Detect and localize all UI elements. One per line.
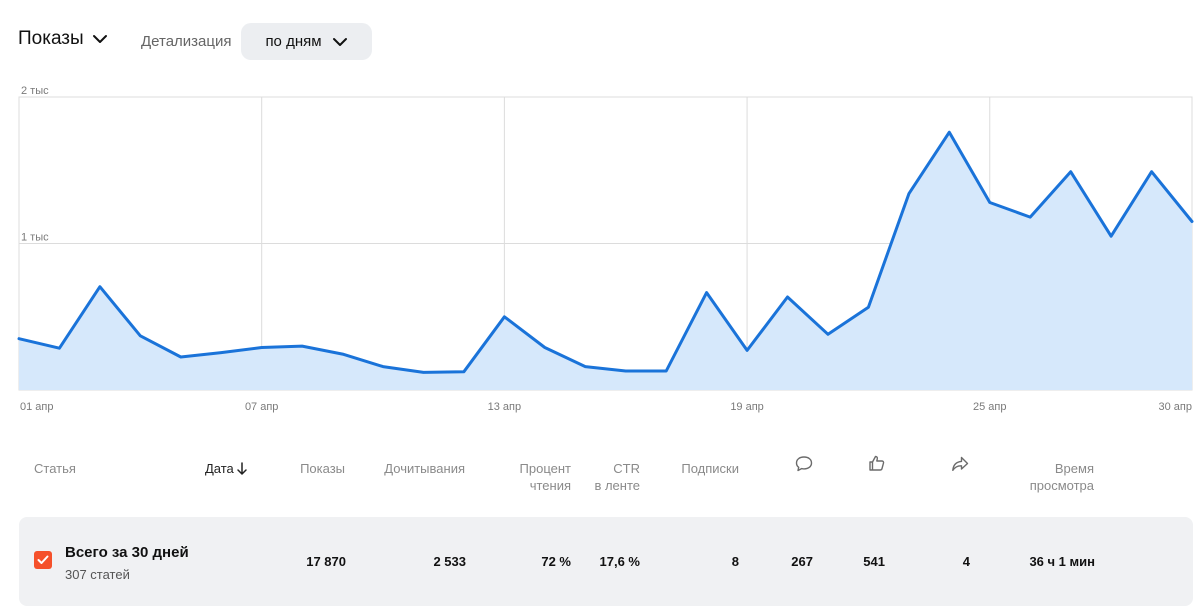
summary-shows: 17 870 [306,554,346,569]
series-area [19,132,1192,390]
y-tick-label: 2 тыс [21,85,49,97]
detail-label: Детализация [141,33,232,50]
summary-reads: 2 533 [433,554,466,569]
summary-read-pct: 72 % [541,554,571,569]
series-line [17,130,1194,374]
summary-view-time: 36 ч 1 мин [1029,554,1095,569]
col-view-time[interactable]: Время просмотра [1020,460,1094,494]
col-subs[interactable]: Подписки [681,461,739,476]
chevron-down-icon [92,35,107,43]
granularity-dropdown[interactable]: по дням [241,23,372,60]
col-read-pct-line1: Процент [519,461,571,476]
x-tick-label: 07 апр [245,401,278,413]
summary-row: Всего за 30 дней 307 статей 17 870 2 533… [19,517,1193,606]
summary-likes: 541 [863,554,885,569]
checkmark-icon [37,555,49,564]
x-tick-label: 13 апр [488,401,521,413]
col-read-pct[interactable]: Процент чтения [500,460,571,494]
like-icon[interactable] [867,453,887,473]
share-icon[interactable] [950,454,970,474]
col-reads[interactable]: Дочитывания [384,461,465,476]
col-shows[interactable]: Показы [300,461,345,476]
col-view-time-line2: просмотра [1029,478,1094,493]
col-ctr-line1: CTR [613,461,640,476]
col-article[interactable]: Статья [34,461,76,476]
x-tick-label: 01 апр [20,401,53,413]
granularity-value: по дням [265,33,322,50]
summary-shares: 4 [962,554,970,569]
x-tick-label: 19 апр [730,401,763,413]
col-view-time-line1: Время [1054,461,1094,476]
sort-arrow-icon [237,461,247,475]
col-ctr-line2: в ленте [594,478,640,493]
summary-subs: 8 [731,554,739,569]
summary-title: Всего за 30 дней [65,544,189,561]
col-read-pct-line2: чтения [529,478,571,493]
chevron-down-icon [332,37,347,46]
col-date-label: Дата [205,461,234,476]
col-date[interactable]: Дата [205,460,248,477]
col-ctr[interactable]: CTR в ленте [580,460,640,494]
comment-icon[interactable] [794,454,814,474]
x-tick-label: 30 апр [1159,401,1192,413]
x-tick-label: 25 апр [973,401,1006,413]
metric-label: Показы [18,28,84,49]
summary-comments: 267 [791,554,813,569]
summary-subtitle: 307 статей [65,567,130,582]
summary-ctr: 17,6 % [599,554,640,569]
y-tick-label: 1 тыс [21,232,49,244]
metric-dropdown[interactable]: Показы [18,28,108,50]
summary-checkbox[interactable] [34,551,52,569]
